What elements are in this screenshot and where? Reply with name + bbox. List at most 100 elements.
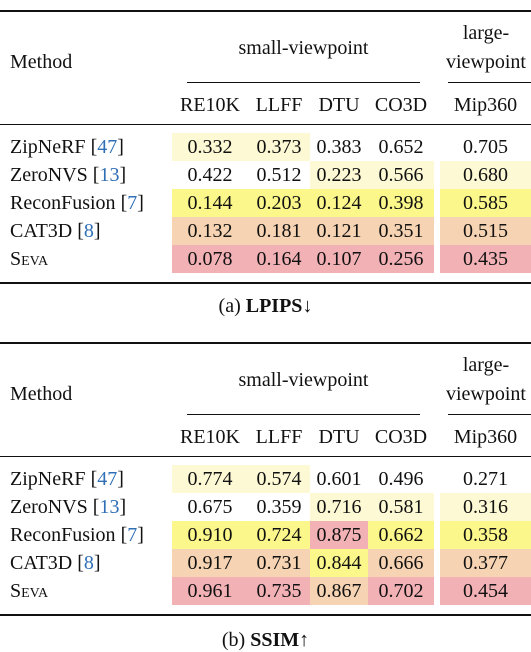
method-label: Seva — [10, 580, 49, 602]
value-cell: 0.716 — [310, 493, 368, 521]
method-label: ZipNeRF — [10, 468, 86, 490]
method-name: Seva — [10, 248, 48, 270]
citation-link[interactable]: 8 — [83, 220, 94, 242]
table-row: Seva 0.961 0.735 0.867 0.702 0.454 — [0, 577, 531, 605]
citation-link[interactable]: 8 — [83, 552, 94, 574]
col-header-llff: LLFF — [255, 426, 303, 448]
value-cell: 0.581 — [368, 493, 434, 521]
bottom-rule — [0, 282, 531, 284]
value-cell: 0.454 — [440, 577, 531, 605]
col-header-re10k: RE10K — [180, 94, 240, 116]
value-cell: 0.373 — [248, 133, 310, 161]
value-cell: 0.351 — [368, 217, 434, 245]
value-cell: 0.223 — [310, 161, 368, 189]
value-cell: 0.132 — [172, 217, 248, 245]
method-name: ZeroNVS [13] — [10, 164, 127, 186]
method-name: ReconFusion [7] — [10, 524, 144, 546]
citation-link[interactable]: 13 — [99, 164, 120, 186]
caption-arrow: ↓ — [302, 295, 313, 317]
col-header-llff: LLFF — [255, 94, 303, 116]
value-cell: 0.585 — [440, 189, 531, 217]
citation-link[interactable]: 7 — [127, 524, 138, 546]
value-cell: 0.601 — [310, 465, 368, 493]
value-cell: 0.917 — [172, 549, 248, 577]
value-cell: 0.724 — [248, 521, 310, 549]
value-cell: 0.574 — [248, 465, 310, 493]
col-header-co3d: CO3D — [374, 94, 428, 116]
value-cell: 0.675 — [172, 493, 248, 521]
method-name: CAT3D [8] — [10, 552, 101, 574]
table-row: CAT3D [8] 0.917 0.731 0.844 0.666 0.377 — [0, 549, 531, 577]
value-cell: 0.256 — [368, 245, 434, 273]
method-name: ReconFusion [7] — [10, 192, 144, 214]
value-cell: 0.316 — [440, 493, 531, 521]
col-header-dtu: DTU — [318, 94, 360, 116]
large-viewpoint-header-line2: viewpoint — [446, 51, 526, 73]
col-header-co3d: CO3D — [374, 426, 428, 448]
value-cell: 0.652 — [368, 133, 434, 161]
method-label: ZeroNVS — [10, 496, 88, 518]
value-cell: 0.377 — [440, 549, 531, 577]
method-label: CAT3D — [10, 552, 73, 574]
table-row: Seva 0.078 0.164 0.107 0.256 0.435 — [0, 245, 531, 273]
method-name: CAT3D [8] — [10, 220, 101, 242]
method-label: ZeroNVS — [10, 164, 88, 186]
col-header-mip360: Mip360 — [453, 94, 518, 116]
value-cell: 0.435 — [440, 245, 531, 273]
table-row: ZipNeRF [47] 0.774 0.574 0.601 0.496 0.271 — [0, 465, 531, 493]
value-cell: 0.702 — [368, 577, 434, 605]
method-label: Seva — [10, 248, 49, 270]
value-cell: 0.121 — [310, 217, 368, 245]
ssim-caption: (b) SSIM↑ — [0, 628, 531, 652]
col-header-re10k: RE10K — [180, 426, 240, 448]
top-rule — [0, 10, 531, 12]
caption-prefix: (b) — [221, 629, 251, 651]
value-cell: 0.875 — [310, 521, 368, 549]
value-cell: 0.731 — [248, 549, 310, 577]
large-viewpoint-header-line1: large- — [462, 22, 510, 44]
large-viewpoint-header-line2: viewpoint — [446, 383, 526, 405]
small-viewpoint-rule — [187, 414, 420, 415]
value-cell: 0.666 — [368, 549, 434, 577]
caption-metric: SSIM — [250, 629, 300, 651]
value-cell: 0.867 — [310, 577, 368, 605]
value-cell: 0.961 — [172, 577, 248, 605]
large-viewpoint-rule — [448, 82, 531, 83]
value-cell: 0.680 — [440, 161, 531, 189]
value-cell: 0.496 — [368, 465, 434, 493]
method-header: Method — [10, 383, 73, 405]
header-rule — [0, 456, 531, 457]
value-cell: 0.383 — [310, 133, 368, 161]
value-cell: 0.181 — [248, 217, 310, 245]
value-cell: 0.203 — [248, 189, 310, 217]
citation-link[interactable]: 7 — [127, 192, 138, 214]
citation-link[interactable]: 47 — [97, 136, 118, 158]
method-label: ReconFusion — [10, 192, 116, 214]
value-cell: 0.359 — [248, 493, 310, 521]
value-cell: 0.705 — [440, 133, 531, 161]
table-row: ZipNeRF [47] 0.332 0.373 0.383 0.652 0.705 — [0, 133, 531, 161]
top-rule — [0, 342, 531, 344]
lpips-caption: (a) LPIPS↓ — [0, 294, 531, 318]
value-cell: 0.107 — [310, 245, 368, 273]
citation-link[interactable]: 13 — [99, 496, 120, 518]
table-row: CAT3D [8] 0.132 0.181 0.121 0.351 0.515 — [0, 217, 531, 245]
value-cell: 0.512 — [248, 161, 310, 189]
method-name: ZeroNVS [13] — [10, 496, 127, 518]
value-cell: 0.662 — [368, 521, 434, 549]
caption-arrow: ↑ — [299, 629, 310, 651]
small-viewpoint-header: small-viewpoint — [238, 37, 369, 59]
small-viewpoint-header: small-viewpoint — [238, 369, 369, 391]
citation-link[interactable]: 47 — [97, 468, 118, 490]
large-viewpoint-header-line1: large- — [462, 354, 510, 376]
small-viewpoint-rule — [187, 82, 420, 83]
value-cell: 0.844 — [310, 549, 368, 577]
method-header: Method — [10, 51, 73, 73]
method-name: ZipNeRF [47] — [10, 136, 124, 158]
caption-metric: LPIPS — [245, 295, 303, 317]
value-cell: 0.566 — [368, 161, 434, 189]
table-row: ReconFusion [7] 0.910 0.724 0.875 0.662 0.358 — [0, 521, 531, 549]
table-row: ReconFusion [7] 0.144 0.203 0.124 0.398 0.585 — [0, 189, 531, 217]
value-cell: 0.398 — [368, 189, 434, 217]
value-cell: 0.515 — [440, 217, 531, 245]
